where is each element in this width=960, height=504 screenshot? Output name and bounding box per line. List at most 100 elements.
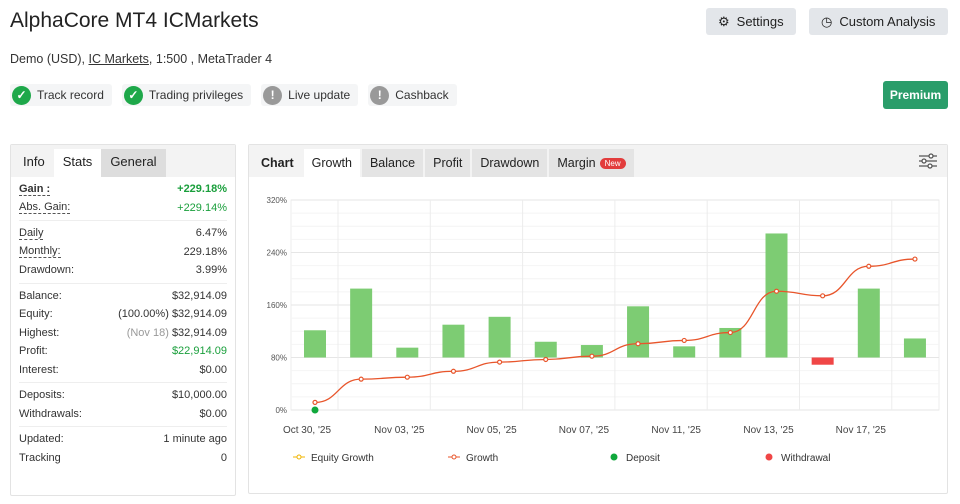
stat-value: 1 minute ago bbox=[163, 433, 227, 446]
bar bbox=[903, 338, 926, 358]
growth-point bbox=[589, 353, 595, 359]
stat-value: $22,914.09 bbox=[171, 345, 227, 358]
y-tick-label: 240% bbox=[267, 249, 287, 258]
account-details: , 1:500 , MetaTrader 4 bbox=[148, 52, 273, 66]
x-tick-label: Nov 07, '25 bbox=[559, 425, 610, 436]
bar bbox=[765, 233, 788, 358]
broker-link[interactable]: IC Markets bbox=[88, 52, 149, 66]
tab-drawdown[interactable]: Drawdown bbox=[472, 149, 548, 177]
stat-label: Updated: bbox=[19, 433, 64, 446]
chart-panel: Chart Growth Balance Profit Drawdown Mar… bbox=[248, 144, 948, 494]
stat-label[interactable]: Gain : bbox=[19, 182, 51, 196]
stat-label[interactable]: Daily bbox=[19, 226, 44, 240]
stat-abs-gain: Abs. Gain: +229.14% bbox=[19, 199, 227, 218]
stat-label[interactable]: Abs. Gain: bbox=[19, 201, 71, 215]
stat-label: Highest: bbox=[19, 326, 60, 339]
tab-info[interactable]: Info bbox=[23, 154, 45, 169]
stat-label[interactable]: Monthly: bbox=[19, 245, 61, 259]
stat-label: Interest: bbox=[19, 363, 59, 376]
settings-button[interactable]: ⚙ Settings bbox=[706, 8, 796, 35]
y-tick-label: 0% bbox=[275, 406, 287, 415]
bar bbox=[488, 316, 511, 358]
stat-value: 3.99% bbox=[195, 264, 227, 277]
tab-stats[interactable]: Stats bbox=[53, 149, 102, 177]
stat-value: +229.18% bbox=[177, 183, 227, 196]
stat-profit: Profit: $22,914.09 bbox=[19, 342, 227, 361]
stat-drawdown: Drawdown: 3.99% bbox=[19, 261, 227, 280]
legend-label: Equity Growth bbox=[311, 453, 374, 464]
growth-chart: 0% 80% 160% 240% 320% Oct 30, '25 Nov 03, '25 N… bbox=[267, 196, 940, 464]
bar bbox=[442, 324, 465, 358]
tab-balance[interactable]: Balance bbox=[361, 149, 424, 177]
clock-icon: ◷ bbox=[821, 13, 833, 29]
bar bbox=[857, 288, 880, 358]
stat-value: $32,914.09 bbox=[171, 289, 227, 302]
stat-label: Withdrawals: bbox=[19, 407, 82, 420]
badge-label: Trading privileges bbox=[148, 88, 244, 102]
x-tick-label: Nov 03, '25 bbox=[374, 425, 425, 436]
x-tick-label: Oct 30, '25 bbox=[283, 425, 331, 436]
exclamation-icon: ! bbox=[370, 85, 390, 105]
stat-highest: Highest: (Nov 18) $32,914.09 bbox=[19, 324, 227, 343]
badge-label: Cashback bbox=[395, 88, 449, 102]
exclamation-icon: ! bbox=[263, 85, 283, 105]
badge-label: Live update bbox=[288, 88, 351, 102]
stat-label: Profit: bbox=[19, 345, 48, 358]
tab-growth[interactable]: Growth bbox=[303, 149, 360, 177]
growth-point bbox=[681, 337, 687, 344]
bar bbox=[627, 306, 650, 358]
stat-value: +229.14% bbox=[177, 201, 227, 214]
tab-profit[interactable]: Profit bbox=[425, 149, 471, 177]
legend-label: Deposit bbox=[626, 453, 660, 464]
growth-point bbox=[312, 399, 318, 405]
y-tick-label: 80% bbox=[271, 354, 287, 363]
bar bbox=[580, 345, 603, 358]
stat-label: Tracking bbox=[19, 451, 61, 464]
stat-monthly: Monthly: 229.18% bbox=[19, 243, 227, 262]
x-tick-label: Nov 11, '25 bbox=[651, 425, 701, 436]
stat-value: 0 bbox=[220, 451, 227, 464]
bar bbox=[811, 357, 834, 365]
growth-point bbox=[866, 263, 872, 269]
bar bbox=[396, 347, 419, 358]
x-tick-label: Nov 05, '25 bbox=[466, 425, 517, 436]
bar bbox=[304, 330, 326, 358]
y-tick-label: 320% bbox=[267, 196, 287, 205]
badge-label: Track record bbox=[37, 88, 104, 102]
growth-point bbox=[358, 376, 364, 382]
bar bbox=[673, 346, 696, 358]
stat-gain: Gain : +229.18% bbox=[19, 180, 227, 199]
tab-general[interactable]: General bbox=[101, 149, 166, 177]
bar bbox=[719, 327, 742, 358]
premium-button[interactable]: Premium bbox=[883, 81, 948, 109]
gear-icon: ⚙ bbox=[718, 13, 730, 29]
stat-withdrawals: Withdrawals: $0.00 bbox=[19, 405, 227, 424]
stat-value: $10,000.00 bbox=[171, 389, 227, 402]
badge-track-record: ✓ Track record bbox=[10, 84, 112, 106]
legend-marker bbox=[451, 454, 457, 460]
chart-settings-icon[interactable] bbox=[919, 153, 937, 169]
growth-point bbox=[497, 359, 503, 365]
growth-point bbox=[450, 368, 457, 374]
new-badge: New bbox=[599, 157, 626, 169]
stat-deposits: Deposits: $10,000.00 bbox=[19, 386, 227, 405]
x-tick-label: Nov 17, '25 bbox=[836, 425, 887, 436]
check-icon: ✓ bbox=[12, 85, 31, 105]
badge-trading-privileges: ✓ Trading privileges bbox=[121, 84, 252, 106]
check-icon: ✓ bbox=[123, 85, 143, 105]
stat-note: (Nov 18) bbox=[126, 326, 169, 339]
growth-point bbox=[635, 341, 641, 347]
stat-value: $32,914.09 bbox=[171, 326, 227, 339]
stat-value: $0.00 bbox=[199, 363, 227, 376]
stats-panel: Info Stats General Gain : +229.18% Abs. G… bbox=[10, 144, 236, 496]
growth-line bbox=[314, 258, 915, 404]
tab-margin-label: Margin bbox=[557, 156, 596, 170]
stat-interest: Interest: $0.00 bbox=[19, 361, 227, 380]
custom-analysis-button[interactable]: ◷ Custom Analysis bbox=[809, 8, 948, 35]
tab-margin[interactable]: Margin New bbox=[549, 149, 634, 177]
stat-value: $0.00 bbox=[199, 407, 227, 420]
stat-label: Deposits: bbox=[19, 389, 65, 402]
legend-label: Withdrawal bbox=[781, 453, 830, 464]
badge-live-update: ! Live update bbox=[261, 84, 359, 106]
page-title: AlphaCore MT4 ICMarkets bbox=[10, 9, 259, 32]
